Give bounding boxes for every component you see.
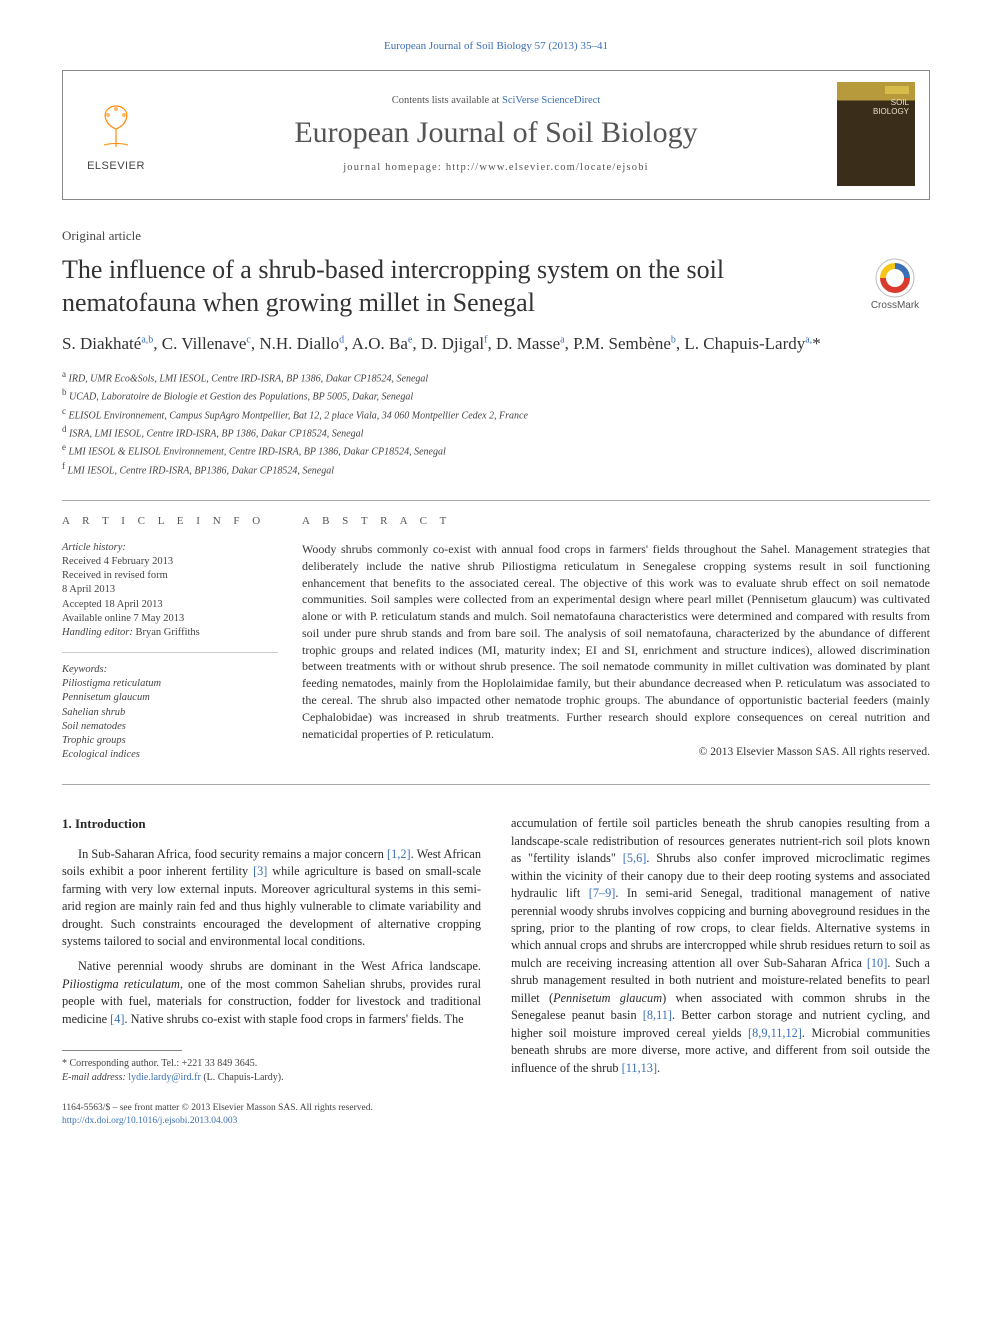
history-line: Received 4 February 2013	[62, 555, 278, 569]
info-divider	[62, 652, 278, 653]
divider	[62, 500, 930, 501]
abstract-head: A B S T R A C T	[302, 515, 930, 527]
contents-prefix: Contents lists available at	[392, 95, 502, 106]
crossmark-badge[interactable]: CrossMark	[860, 258, 930, 311]
journal-citation[interactable]: European Journal of Soil Biology 57 (201…	[62, 40, 930, 52]
abstract-text: Woody shrubs commonly co-exist with annu…	[302, 541, 930, 743]
history-line: Available online 7 May 2013	[62, 612, 278, 626]
crossmark-icon	[875, 258, 915, 298]
intro-p3: accumulation of fertile soil particles b…	[511, 815, 930, 1077]
affiliation-line: d ISRA, LMI IESOL, Centre IRD-ISRA, BP 1…	[62, 423, 930, 441]
corr-email[interactable]: lydie.lardy@ird.fr	[128, 1072, 201, 1083]
intro-p1: In Sub-Saharan Africa, food security rem…	[62, 846, 481, 951]
history-line: Received in revised form	[62, 569, 278, 583]
journal-cover-thumb	[837, 82, 915, 186]
masthead: ELSEVIER Contents lists available at Sci…	[62, 70, 930, 200]
keywords-block: Keywords: Piliostigma reticulatumPennise…	[62, 663, 278, 762]
affiliations: a IRD, UMR Eco&Sols, LMI IESOL, Centre I…	[62, 368, 930, 478]
keyword: Pennisetum glaucum	[62, 691, 278, 705]
affiliation-line: c ELISOL Environnement, Campus SupAgro M…	[62, 405, 930, 423]
sciencedirect-link[interactable]: SciVerse ScienceDirect	[502, 95, 600, 106]
ref-link[interactable]: [11,13]	[622, 1061, 657, 1075]
front-matter-line: 1164-5563/$ – see front matter © 2013 El…	[62, 1102, 481, 1115]
keyword: Soil nematodes	[62, 720, 278, 734]
keyword: Trophic groups	[62, 734, 278, 748]
ref-link[interactable]: [1,2]	[387, 847, 411, 861]
ref-link[interactable]: [7–9]	[589, 886, 616, 900]
homepage-url[interactable]: http://www.elsevier.com/locate/ejsobi	[446, 162, 649, 173]
ref-link[interactable]: [8,11]	[643, 1008, 672, 1022]
journal-name: European Journal of Soil Biology	[165, 116, 827, 150]
article-history: Article history: Received 4 February 201…	[62, 541, 278, 640]
homepage-prefix: journal homepage:	[343, 162, 446, 173]
article-title: The influence of a shrub-based intercrop…	[62, 254, 822, 319]
article-type: Original article	[62, 228, 930, 244]
keyword: Ecological indices	[62, 748, 278, 762]
ref-link[interactable]: [3]	[253, 864, 267, 878]
corresponding-author: * Corresponding author. Tel.: +221 33 84…	[62, 1057, 481, 1084]
affiliation-line: b UCAD, Laboratoire de Biologie et Gesti…	[62, 386, 930, 404]
keyword: Sahelian shrub	[62, 706, 278, 720]
copyright-line: © 2013 Elsevier Masson SAS. All rights r…	[302, 746, 930, 758]
article-info-head: A R T I C L E I N F O	[62, 515, 278, 527]
divider-2	[62, 784, 930, 785]
crossmark-label: CrossMark	[871, 300, 919, 311]
affiliation-line: e LMI IESOL & ELISOL Environnement, Cent…	[62, 441, 930, 459]
elsevier-tree-icon	[86, 97, 146, 157]
article-info-sidebar: A R T I C L E I N F O Article history: R…	[62, 515, 302, 762]
contents-line: Contents lists available at SciVerse Sci…	[165, 95, 827, 106]
corr-phone: +221 33 849 3645.	[182, 1058, 258, 1069]
doi-block: 1164-5563/$ – see front matter © 2013 El…	[62, 1102, 481, 1128]
affiliation-line: a IRD, UMR Eco&Sols, LMI IESOL, Centre I…	[62, 368, 930, 386]
doi-link[interactable]: http://dx.doi.org/10.1016/j.ejsobi.2013.…	[62, 1116, 237, 1126]
ref-link[interactable]: [8,9,11,12]	[748, 1026, 802, 1040]
author-list: S. Diakhatéa,b, C. Villenavec, N.H. Dial…	[62, 333, 930, 356]
ref-link[interactable]: [10]	[867, 956, 888, 970]
ref-link[interactable]: [5,6]	[623, 851, 647, 865]
handling-editor-label: Handling editor:	[62, 627, 133, 638]
elsevier-wordmark: ELSEVIER	[87, 160, 145, 172]
body-column-right: accumulation of fertile soil particles b…	[511, 815, 930, 1128]
abstract-column: A B S T R A C T Woody shrubs commonly co…	[302, 515, 930, 762]
body-column-left: 1. Introduction In Sub-Saharan Africa, f…	[62, 815, 481, 1128]
journal-homepage: journal homepage: http://www.elsevier.co…	[165, 162, 827, 173]
ref-link[interactable]: [4]	[110, 1012, 124, 1026]
intro-p2: Native perennial woody shrubs are domina…	[62, 958, 481, 1028]
affiliation-line: f LMI IESOL, Centre IRD-ISRA, BP1386, Da…	[62, 460, 930, 478]
history-line: 8 April 2013	[62, 583, 278, 597]
history-line: Accepted 18 April 2013	[62, 598, 278, 612]
intro-heading: 1. Introduction	[62, 815, 481, 833]
keyword: Piliostigma reticulatum	[62, 677, 278, 691]
keywords-label: Keywords:	[62, 664, 107, 675]
footnote-separator	[62, 1050, 182, 1051]
history-label: Article history:	[62, 542, 126, 553]
elsevier-logo[interactable]: ELSEVIER	[77, 97, 155, 172]
handling-editor: Bryan Griffiths	[136, 627, 200, 638]
